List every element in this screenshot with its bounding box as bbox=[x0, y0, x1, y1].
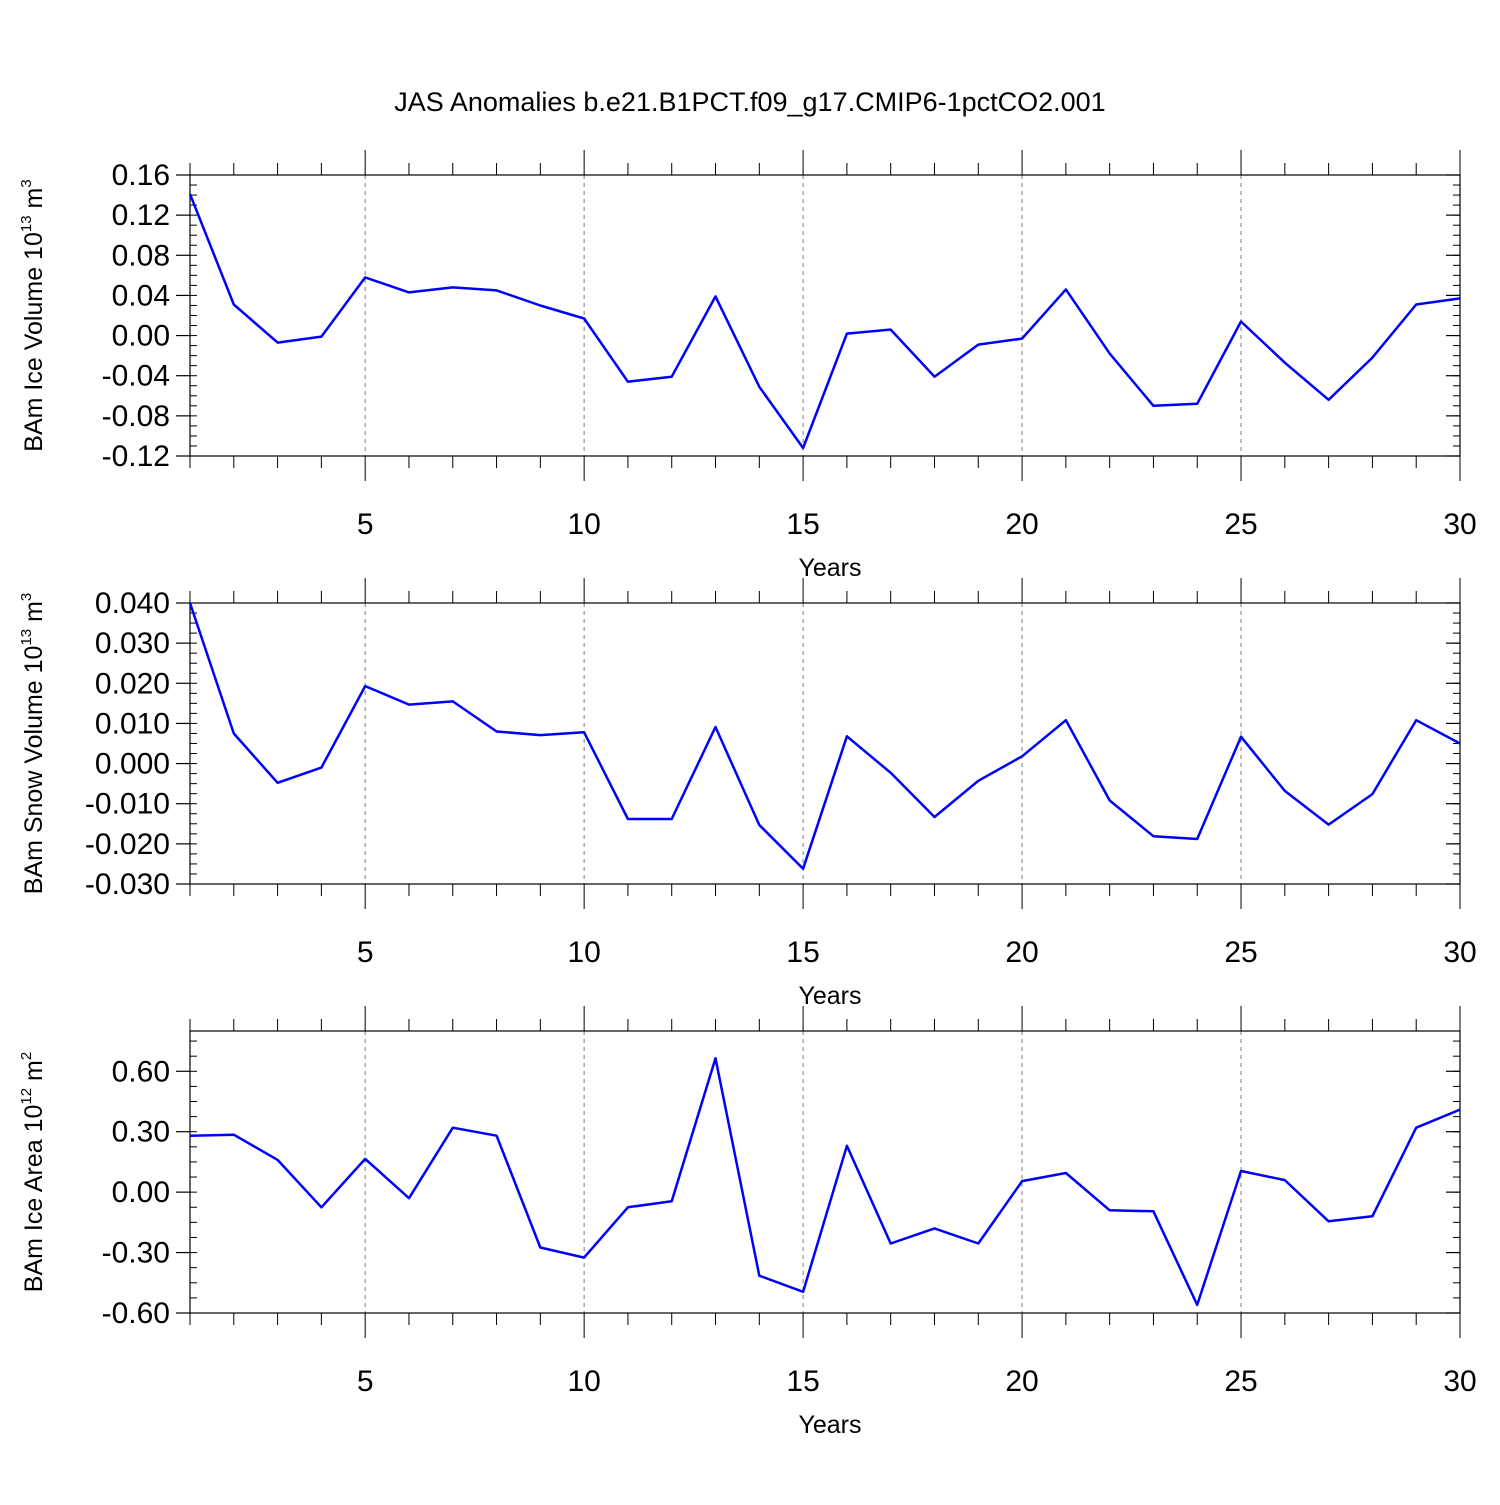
panel-2: -0.030 -0.020 -0.010 0.000 0.010 0.020 0.030 0.… bbox=[18, 578, 1477, 1010]
x-axis-label: Years bbox=[798, 982, 861, 1010]
x-tick-label: 5 bbox=[357, 936, 374, 969]
x-tick-label: 30 bbox=[1443, 508, 1476, 541]
y-tick-label: -0.08 bbox=[102, 400, 170, 433]
y-label-exponent: 12 bbox=[18, 1088, 35, 1105]
panel-3: -0.60 -0.30 0.00 0.30 0.60 5 10 15 20 25 30 Years BA… bbox=[18, 1006, 1477, 1439]
x-tick-label: 30 bbox=[1443, 936, 1476, 969]
plot-frame bbox=[189, 1030, 1461, 1314]
y-tick-label: 0.040 bbox=[95, 587, 170, 620]
panel-1: -0.12 -0.08 -0.04 0.00 0.04 0.08 0.12 0.16 5 10 15… bbox=[18, 150, 1477, 582]
y-label-unit-exponent: 3 bbox=[18, 179, 35, 187]
y-tick-label: 0.000 bbox=[95, 748, 170, 781]
y-label-exponent: 13 bbox=[18, 629, 35, 646]
x-tick-label: 20 bbox=[1005, 1365, 1038, 1398]
y-tick-label: 0.020 bbox=[95, 667, 170, 700]
x-axis-label: Years bbox=[798, 1411, 861, 1439]
y-label-unit-exponent: 3 bbox=[18, 593, 35, 601]
chart-title: JAS Anomalies b.e21.B1PCT.f09_g17.CMIP6-… bbox=[394, 87, 1105, 117]
y-label-unit: m bbox=[20, 188, 48, 216]
y-tick-label: 0.12 bbox=[112, 199, 170, 232]
x-tick-label: 15 bbox=[786, 936, 819, 969]
y-label-exponent: 13 bbox=[18, 215, 35, 232]
y-tick-label: -0.30 bbox=[102, 1237, 170, 1270]
y-label-unit: m bbox=[20, 601, 48, 629]
y-tick-label: -0.010 bbox=[85, 788, 170, 821]
y-axis-label: BAm Ice Area 1012 m2 bbox=[18, 1052, 48, 1292]
y-tick-label: -0.030 bbox=[85, 868, 170, 901]
y-label-unit-exponent: 2 bbox=[18, 1052, 35, 1060]
x-tick-label: 25 bbox=[1224, 1365, 1257, 1398]
y-label-text: BAm Ice Volume 10 bbox=[20, 232, 48, 452]
x-tick-label: 5 bbox=[357, 508, 374, 541]
y-axis-label: BAm Ice Volume 1013 m3 bbox=[18, 179, 48, 451]
x-tick-label: 10 bbox=[567, 1365, 600, 1398]
series-line bbox=[189, 1056, 1461, 1307]
y-tick-label: -0.12 bbox=[102, 440, 170, 473]
y-label-text: BAm Snow Volume 10 bbox=[20, 646, 48, 895]
y-tick-label: 0.010 bbox=[95, 707, 170, 740]
y-tick-label: -0.60 bbox=[102, 1297, 170, 1330]
plot-frame bbox=[189, 174, 1461, 457]
y-tick-label: 0.00 bbox=[112, 1176, 170, 1209]
x-tick-label: 20 bbox=[1005, 936, 1038, 969]
y-tick-label: 0.04 bbox=[112, 279, 170, 312]
y-tick-label: 0.030 bbox=[95, 627, 170, 660]
y-tick-label: -0.04 bbox=[102, 360, 170, 393]
y-label-text: BAm Ice Area 10 bbox=[20, 1105, 48, 1293]
x-tick-label: 25 bbox=[1224, 508, 1257, 541]
panels: -0.12 -0.08 -0.04 0.00 0.04 0.08 0.12 0.16 5 10 15… bbox=[18, 150, 1477, 1439]
y-tick-label: 0.00 bbox=[112, 320, 170, 353]
y-tick-label: -0.020 bbox=[85, 828, 170, 861]
y-tick-label: 0.60 bbox=[112, 1055, 170, 1088]
y-axis-label: BAm Snow Volume 1013 m3 bbox=[18, 593, 48, 895]
y-label-unit: m bbox=[20, 1060, 48, 1088]
x-tick-label: 25 bbox=[1224, 936, 1257, 969]
x-tick-label: 20 bbox=[1005, 508, 1038, 541]
y-tick-label: 0.30 bbox=[112, 1116, 170, 1149]
x-axis-label: Years bbox=[798, 554, 861, 582]
x-tick-label: 15 bbox=[786, 508, 819, 541]
series-line bbox=[188, 602, 1461, 870]
y-tick-label: 0.16 bbox=[112, 159, 170, 192]
series-line bbox=[188, 193, 1461, 450]
x-tick-label: 10 bbox=[567, 508, 600, 541]
y-tick-label: 0.08 bbox=[112, 239, 170, 272]
x-tick-label: 5 bbox=[357, 1365, 374, 1398]
plot-frame bbox=[189, 602, 1461, 885]
x-tick-label: 10 bbox=[567, 936, 600, 969]
x-tick-label: 15 bbox=[786, 1365, 819, 1398]
x-tick-label: 30 bbox=[1443, 1365, 1476, 1398]
